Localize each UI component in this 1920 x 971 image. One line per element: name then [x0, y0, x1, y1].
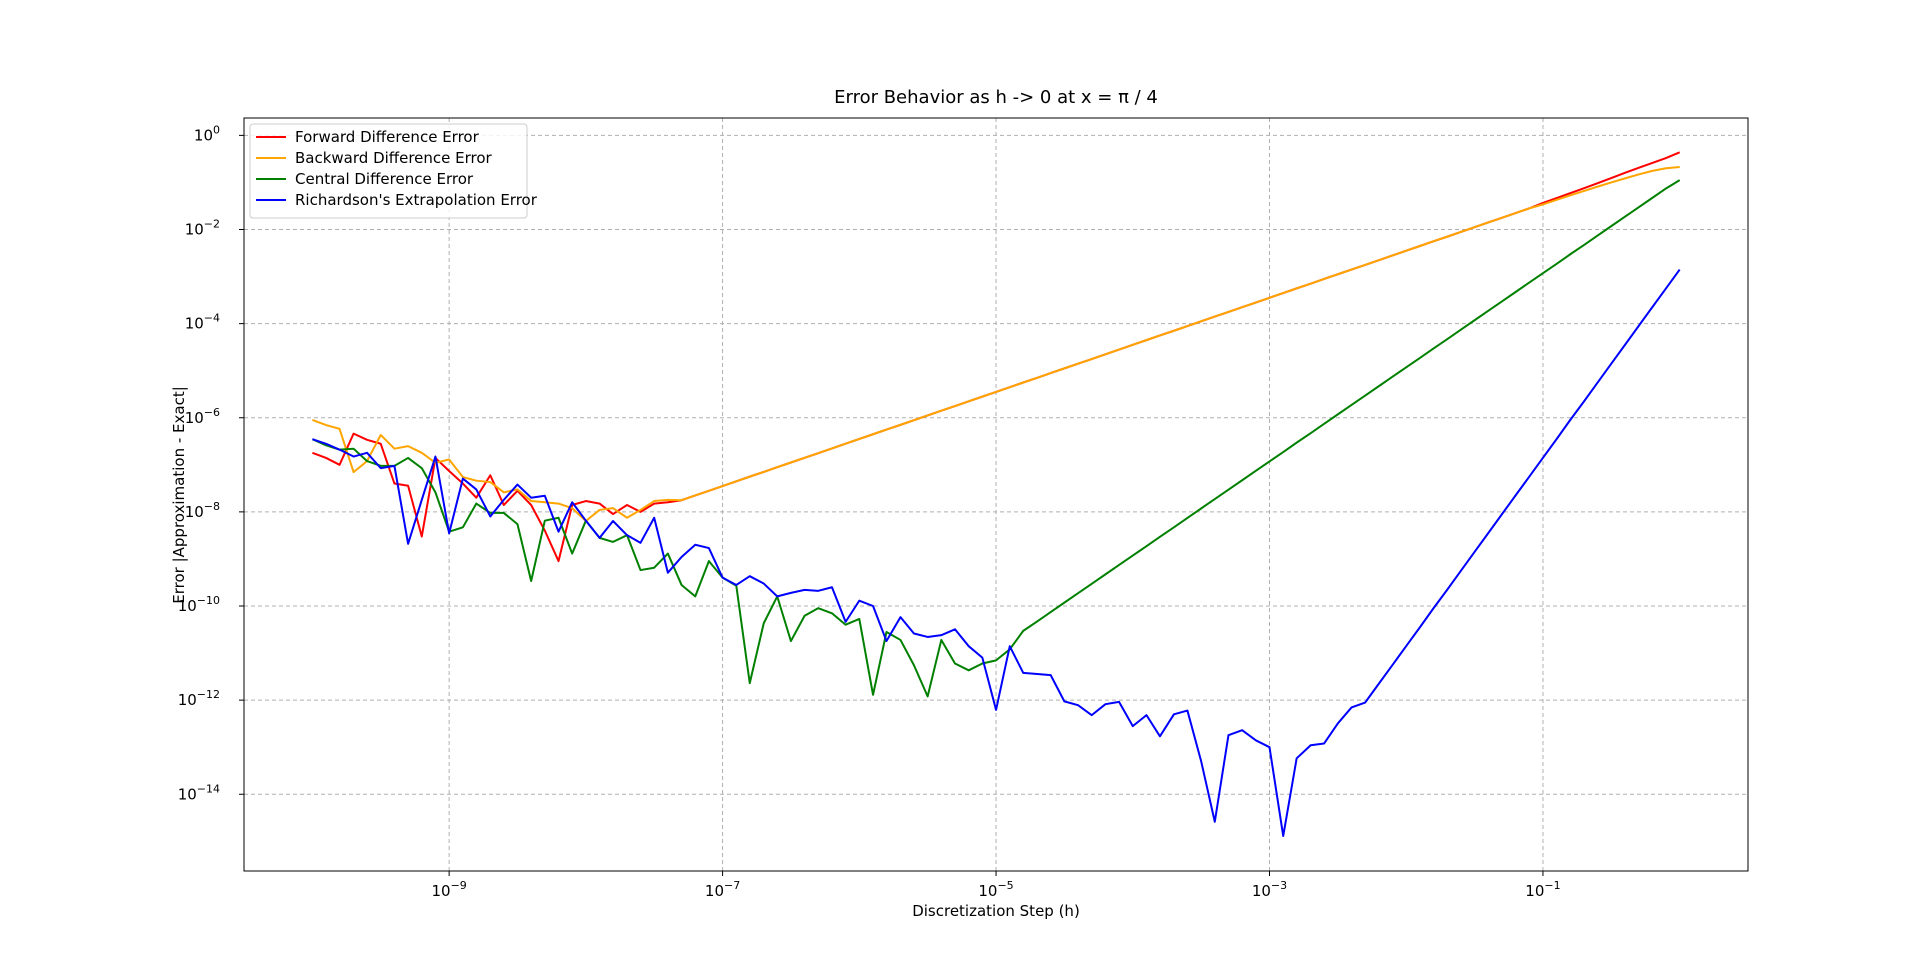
plot-lines — [312, 151, 1681, 837]
y-tick-label: 10−6 — [185, 406, 220, 427]
x-tick-label: 10−5 — [978, 879, 1013, 900]
x-axis-label: Discretization Step (h) — [912, 902, 1080, 920]
legend-label: Forward Difference Error — [295, 128, 480, 146]
y-tick-label: 10−12 — [178, 688, 220, 709]
chart-title: Error Behavior as h -> 0 at x = π / 4 — [834, 87, 1158, 108]
legend-label: Richardson's Extrapolation Error — [295, 191, 538, 209]
x-tick-label: 10−7 — [705, 879, 740, 900]
y-tick-label: 10−8 — [185, 500, 220, 521]
x-tick-label: 10−3 — [1252, 879, 1287, 900]
legend-box — [249, 123, 528, 219]
y-tick-label: 10−14 — [178, 782, 220, 803]
ticks: 10−9 10−7 10−5 10−3 10−1 10−14 10−12 10−10 10−8 1… — [178, 123, 1561, 900]
axes-frame — [243, 117, 1749, 872]
y-tick-label: 10−2 — [185, 218, 220, 239]
legend: Forward Difference Error Backward Differe… — [249, 123, 538, 219]
series-line — [312, 165, 1680, 522]
legend-label: Central Difference Error — [295, 170, 474, 188]
y-tick-label: 10−10 — [178, 594, 220, 615]
grid — [244, 118, 1748, 871]
y-tick-label: 10−4 — [185, 312, 220, 333]
legend-label: Backward Difference Error — [295, 149, 493, 167]
y-tick-label: 100 — [194, 123, 220, 144]
y-axis-label: Error |Approximation - Exact| — [170, 386, 188, 604]
x-tick-label: 10−9 — [431, 879, 466, 900]
x-tick-label: 10−1 — [1525, 879, 1560, 900]
series-line — [312, 179, 1681, 698]
series-line — [312, 268, 1681, 837]
